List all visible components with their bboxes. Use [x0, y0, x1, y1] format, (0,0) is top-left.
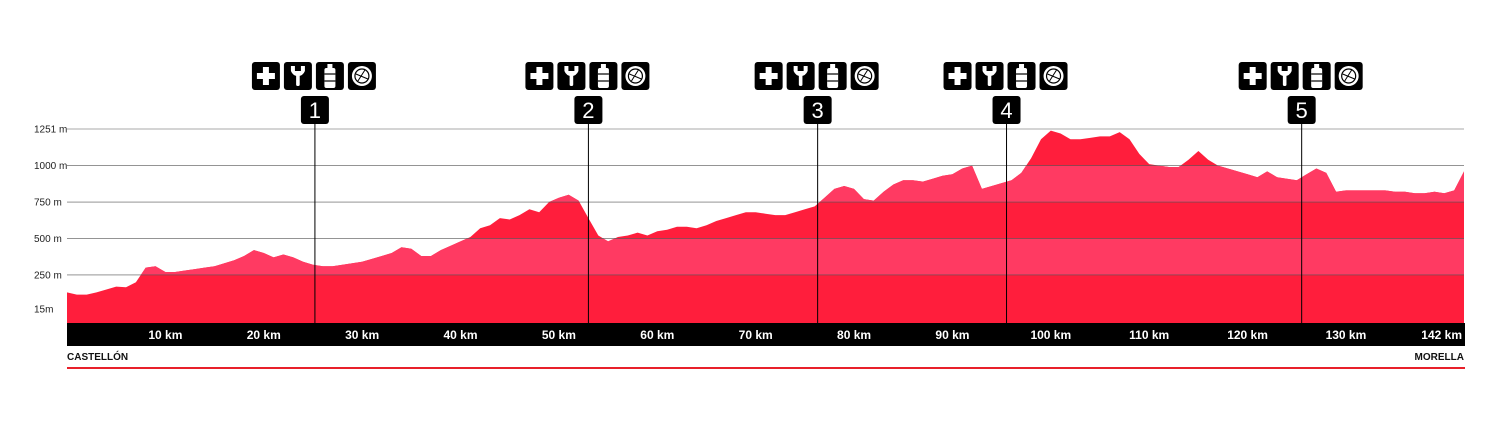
aid-station-number-box — [992, 96, 1021, 124]
aid-station-number-box — [300, 96, 329, 124]
aid-station-number: 5 — [1296, 98, 1308, 123]
wrench-icon — [786, 62, 815, 90]
first-aid-icon — [943, 62, 972, 90]
food-icon — [621, 62, 650, 90]
start-label: CASTELLÓN — [67, 350, 128, 363]
x-tick-label: 100 km — [1030, 328, 1071, 342]
food-icon — [1039, 62, 1068, 90]
aid-stations: 1 2 3 4 5 — [251, 62, 1363, 323]
x-tick-label: 70 km — [739, 328, 773, 342]
y-tick-label: 15m — [34, 305, 53, 316]
x-tick-label: 50 km — [542, 328, 576, 342]
wrench-icon — [557, 62, 586, 90]
aid-station-3: 3 — [754, 62, 879, 323]
x-tick-label: 20 km — [247, 328, 281, 342]
y-tick-label: 250 m — [34, 270, 62, 281]
x-tick-label: 80 km — [837, 328, 871, 342]
aid-station-1: 1 — [251, 62, 376, 323]
y-tick-label: 1000 m — [34, 161, 67, 172]
grid-lines — [67, 128, 1464, 276]
aid-station-number-box — [574, 96, 603, 124]
elevation-bands — [67, 130, 1464, 323]
y-axis: 1251 m 1000 m 750 m 500 m 250 m 15m — [34, 125, 67, 316]
end-label: MORELLA — [1415, 352, 1464, 363]
x-tick-label: 60 km — [640, 328, 674, 342]
x-tick-label: 40 km — [444, 328, 478, 342]
aid-station-2: 2 — [525, 62, 650, 323]
food-icon — [850, 62, 879, 90]
food-icon — [1334, 62, 1363, 90]
x-tick-label: 110 km — [1129, 328, 1169, 342]
wrench-icon — [975, 62, 1004, 90]
water-bottle-icon — [1302, 62, 1331, 90]
first-aid-icon — [1238, 62, 1267, 90]
y-tick-label: 500 m — [34, 234, 62, 245]
y-tick-label: 1251 m — [34, 125, 67, 136]
water-bottle-icon — [315, 62, 344, 90]
first-aid-icon — [251, 62, 280, 90]
aid-station-number: 3 — [812, 98, 824, 123]
aid-station-number: 1 — [309, 98, 321, 123]
x-tick-label: 90 km — [935, 328, 969, 342]
aid-station-number: 2 — [582, 98, 594, 123]
aid-station-number-box — [803, 96, 832, 124]
x-tick-label: 10 km — [148, 328, 182, 342]
light-band-1 — [67, 238, 1464, 275]
y-tick-label: 750 m — [34, 198, 62, 209]
aid-station-number: 4 — [1000, 98, 1012, 123]
x-tick-label: 120 km — [1227, 328, 1268, 342]
aid-station-5: 5 — [1238, 62, 1363, 323]
light-band-2 — [67, 165, 1464, 203]
x-tick-label: 142 km — [1421, 328, 1462, 342]
water-bottle-icon — [589, 62, 618, 90]
elevation-area — [67, 130, 1464, 323]
x-axis-bar — [67, 323, 1465, 346]
first-aid-icon — [525, 62, 554, 90]
food-icon — [347, 62, 376, 90]
aid-station-number-box — [1287, 96, 1316, 124]
x-axis: 10 km 20 km 30 km 40 km 50 km 60 km 70 km 80 km… — [148, 328, 1462, 342]
x-tick-label: 130 km — [1326, 328, 1367, 342]
water-bottle-icon — [1007, 62, 1036, 90]
bottom-rule — [67, 367, 1465, 369]
x-tick-label: 30 km — [345, 328, 379, 342]
wrench-icon — [283, 62, 312, 90]
wrench-icon — [1270, 62, 1299, 90]
aid-station-4: 4 — [943, 62, 1068, 323]
first-aid-icon — [754, 62, 783, 90]
water-bottle-icon — [818, 62, 847, 90]
